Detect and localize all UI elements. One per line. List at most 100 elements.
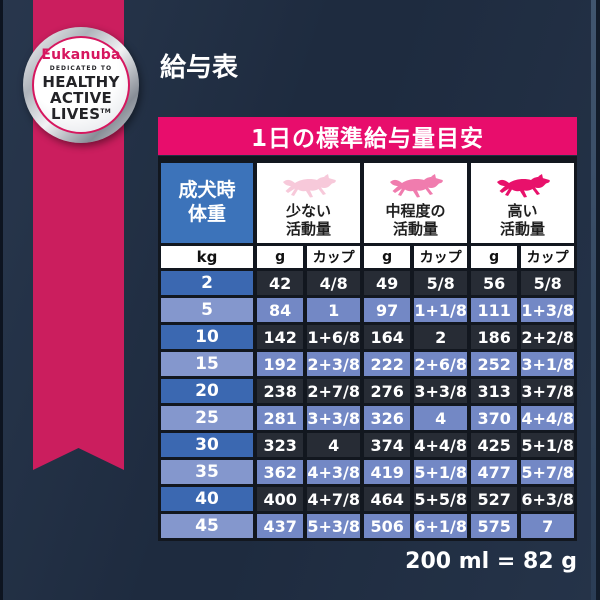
data-cell: 1+3/8: [521, 298, 574, 322]
data-cell: 2: [414, 325, 467, 349]
weight-unit-cell: kg: [161, 246, 253, 268]
data-cell: 6+3/8: [521, 487, 574, 511]
weight-cell: 10: [161, 325, 253, 349]
footnote: 200 ml = 82 g: [405, 549, 577, 574]
data-cell: 49: [364, 271, 411, 295]
right-edge-shade: [596, 0, 600, 600]
weight-cell: 25: [161, 406, 253, 430]
data-cell: 419: [364, 460, 411, 484]
data-cell: 3+3/8: [307, 406, 360, 430]
data-cell: 6+1/8: [414, 514, 467, 538]
weight-cell: 2: [161, 271, 253, 295]
badge-tagline: DEDICATED TO: [49, 65, 113, 73]
data-cell: 276: [364, 379, 411, 403]
data-cell: 2+6/8: [414, 352, 467, 376]
data-cell: 2+7/8: [307, 379, 360, 403]
data-cell: 5/8: [521, 271, 574, 295]
activity-label: 高い: [507, 201, 538, 220]
data-cell: 56: [471, 271, 518, 295]
data-cell: 3+1/8: [521, 352, 574, 376]
data-cell: 527: [471, 487, 518, 511]
data-cell: 313: [471, 379, 518, 403]
weight-cell: 30: [161, 433, 253, 457]
weight-cell: 15: [161, 352, 253, 376]
data-cell: 164: [364, 325, 411, 349]
data-cell: 3+7/8: [521, 379, 574, 403]
data-cell: 477: [471, 460, 518, 484]
brand-badge: Eukanuba DEDICATED TO HEALTHY ACTIVE LIV…: [23, 27, 139, 143]
weight-header-cell: 成犬時 体重: [161, 163, 253, 243]
data-cell: 4+4/8: [521, 406, 574, 430]
data-cell: 362: [257, 460, 304, 484]
data-cell: 1: [307, 298, 360, 322]
running-dog-icon: [496, 173, 550, 198]
grams-unit-cell: g: [471, 246, 518, 268]
left-edge-shade: [0, 0, 3, 600]
trademark-symbol: TM: [100, 107, 111, 115]
data-cell: 4/8: [307, 271, 360, 295]
cup-unit-cell: カップ: [521, 246, 574, 268]
data-cell: 238: [257, 379, 304, 403]
data-cell: 42: [257, 271, 304, 295]
data-cell: 464: [364, 487, 411, 511]
weight-cell: 45: [161, 514, 253, 538]
data-cell: 326: [364, 406, 411, 430]
cup-unit-cell: カップ: [307, 246, 360, 268]
data-cell: 4: [414, 406, 467, 430]
table-title: 1日の標準給与量目安: [250, 126, 484, 152]
data-cell: 7: [521, 514, 574, 538]
running-dog-icon: [282, 173, 336, 198]
data-cell: 5/8: [414, 271, 467, 295]
data-cell: 4+4/8: [414, 433, 467, 457]
data-cell: 252: [471, 352, 518, 376]
data-cell: 2+3/8: [307, 352, 360, 376]
data-cell: 400: [257, 487, 304, 511]
data-cell: 4: [307, 433, 360, 457]
right-edge-highlight: [591, 0, 596, 600]
table-title-bar: 1日の標準給与量目安: [158, 117, 577, 155]
weight-cell: 20: [161, 379, 253, 403]
badge-healthy: HEALTHY: [42, 73, 120, 92]
feeding-table: 成犬時 体重 少ない 活動量 中程度の 活動量 高い 活動量 kg g: [158, 156, 577, 541]
activity-label: 中程度の: [385, 201, 446, 220]
data-cell: 192: [257, 352, 304, 376]
brand-name: Eukanuba: [41, 47, 121, 64]
data-cell: 4+3/8: [307, 460, 360, 484]
grams-unit-cell: g: [257, 246, 304, 268]
data-cell: 5+1/8: [521, 433, 574, 457]
data-cell: 222: [364, 352, 411, 376]
data-cell: 5+1/8: [414, 460, 467, 484]
activity-label: 少ない: [285, 201, 331, 220]
page-title: 給与表: [160, 53, 239, 83]
cup-unit-cell: カップ: [414, 246, 467, 268]
data-cell: 186: [471, 325, 518, 349]
activity-header-low: 少ない 活動量: [257, 163, 360, 243]
data-cell: 374: [364, 433, 411, 457]
activity-header-medium: 中程度の 活動量: [364, 163, 467, 243]
data-cell: 142: [257, 325, 304, 349]
badge-lives: LIVESTM: [51, 104, 111, 123]
data-cell: 3+3/8: [414, 379, 467, 403]
activity-label: 活動量: [499, 219, 545, 238]
data-cell: 281: [257, 406, 304, 430]
data-cell: 2+2/8: [521, 325, 574, 349]
activity-header-high: 高い 活動量: [471, 163, 574, 243]
brand-badge-inner: Eukanuba DEDICATED TO HEALTHY ACTIVE LIV…: [32, 36, 130, 134]
data-cell: 4+7/8: [307, 487, 360, 511]
data-cell: 323: [257, 433, 304, 457]
data-cell: 111: [471, 298, 518, 322]
data-cell: 575: [471, 514, 518, 538]
weight-cell: 40: [161, 487, 253, 511]
data-cell: 1+6/8: [307, 325, 360, 349]
running-dog-icon: [389, 173, 443, 198]
weight-cell: 5: [161, 298, 253, 322]
data-cell: 5+3/8: [307, 514, 360, 538]
data-cell: 1+1/8: [414, 298, 467, 322]
grams-unit-cell: g: [364, 246, 411, 268]
data-cell: 5+7/8: [521, 460, 574, 484]
data-cell: 84: [257, 298, 304, 322]
data-cell: 506: [364, 514, 411, 538]
data-cell: 97: [364, 298, 411, 322]
data-cell: 437: [257, 514, 304, 538]
weight-cell: 35: [161, 460, 253, 484]
